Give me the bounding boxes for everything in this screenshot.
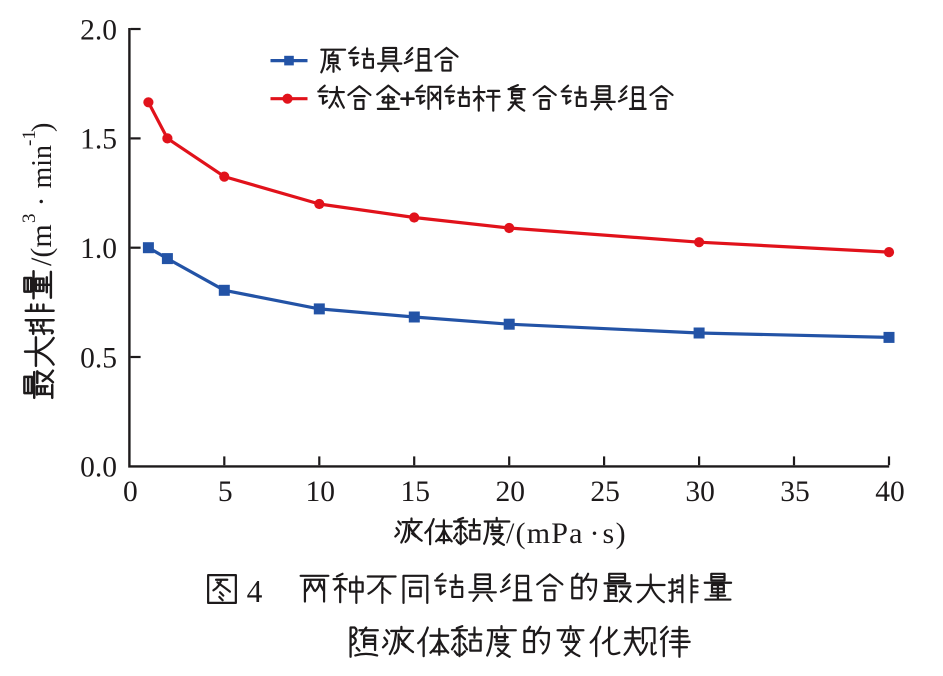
svg-text:15: 15 [400,476,430,508]
svg-text:20: 20 [495,476,525,508]
svg-text:25: 25 [590,476,620,508]
svg-text:): ) [27,123,58,132]
svg-text:-1: -1 [19,130,40,146]
svg-text:/(mPa: /(mPa [506,517,584,550]
svg-text:·: · [25,197,58,207]
svg-text:0.0: 0.0 [80,452,117,484]
svg-text:10: 10 [306,476,336,508]
svg-text:30: 30 [685,476,715,508]
svg-text:1.0: 1.0 [80,233,117,265]
svg-text:min: min [27,145,58,189]
svg-text:3: 3 [19,214,40,224]
svg-text:·: · [590,517,600,550]
svg-text:0.5: 0.5 [80,342,117,374]
svg-text:4: 4 [247,574,263,609]
svg-text:2.0: 2.0 [80,14,117,46]
svg-text:40: 40 [875,476,905,508]
svg-text:/(m: /(m [25,224,58,266]
svg-text:5: 5 [218,476,233,508]
svg-text:35: 35 [780,476,810,508]
svg-text:0: 0 [123,476,138,508]
svg-text:1.5: 1.5 [80,124,117,156]
svg-text:s): s) [603,517,628,550]
